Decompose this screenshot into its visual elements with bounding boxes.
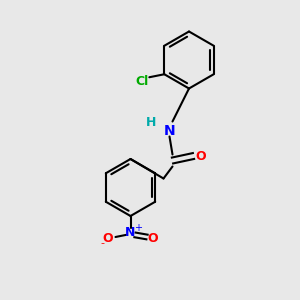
Text: H: H	[146, 116, 157, 130]
Text: O: O	[103, 232, 113, 245]
Text: N: N	[125, 226, 136, 239]
Text: +: +	[134, 223, 142, 233]
Text: O: O	[196, 149, 206, 163]
Text: Cl: Cl	[135, 75, 148, 88]
Text: -: -	[100, 238, 105, 248]
Text: N: N	[164, 124, 175, 137]
Text: O: O	[148, 232, 158, 245]
